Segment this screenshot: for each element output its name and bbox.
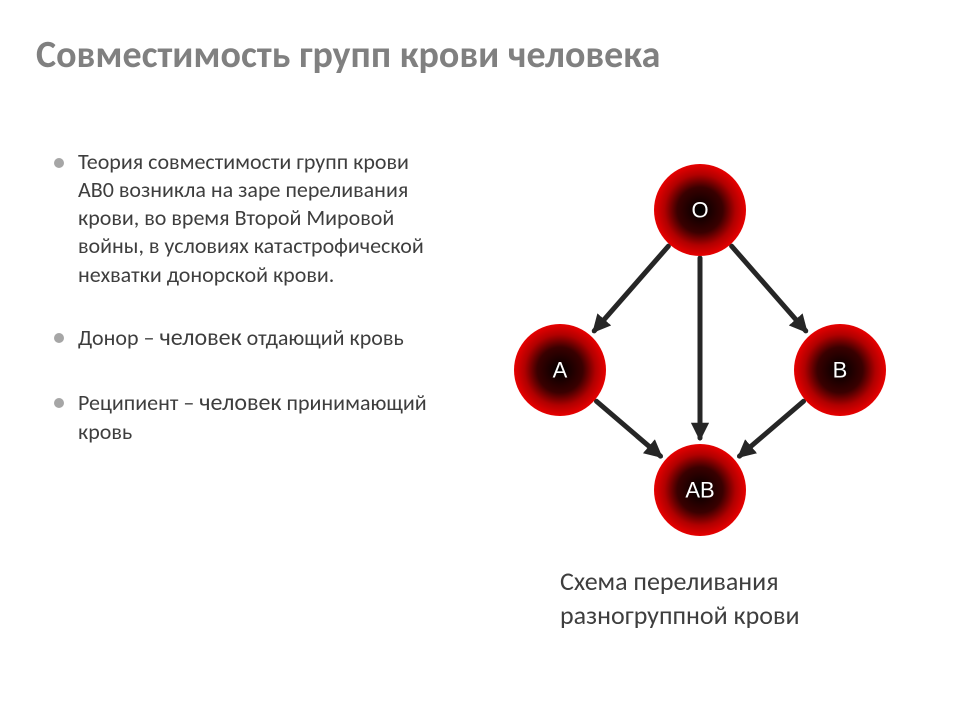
bullet-item: Донор – человек отдающий кровь xyxy=(54,323,444,354)
bullet-list: Теория совместимости групп крови AB0 воз… xyxy=(54,148,444,446)
slide: Совместимость групп крови человека Теори… xyxy=(0,0,960,720)
page-title: Совместимость групп крови человека xyxy=(36,32,660,78)
edge-O-A xyxy=(594,246,668,331)
edge-B-AB xyxy=(739,401,803,456)
edge-A-AB xyxy=(596,401,660,456)
body-text: Теория совместимости групп крови AB0 воз… xyxy=(54,148,444,480)
node-label-AB: AB xyxy=(685,478,714,503)
node-AB: AB xyxy=(654,444,746,536)
bullet-item: Реципиент – человек принимающий кровь xyxy=(54,388,444,447)
bullet-item: Теория совместимости групп крови AB0 воз… xyxy=(54,148,444,289)
node-label-A: A xyxy=(553,358,568,383)
node-label-O: O xyxy=(691,198,708,223)
node-B: B xyxy=(794,324,886,416)
diagram-caption: Схема переливания разногруппной крови xyxy=(560,565,920,633)
node-O: O xyxy=(654,164,746,256)
diagram-svg: OABAB xyxy=(480,150,920,530)
node-label-B: B xyxy=(833,358,848,383)
node-A: A xyxy=(514,324,606,416)
edge-O-B xyxy=(732,246,806,331)
blood-type-diagram: OABAB xyxy=(480,150,920,530)
